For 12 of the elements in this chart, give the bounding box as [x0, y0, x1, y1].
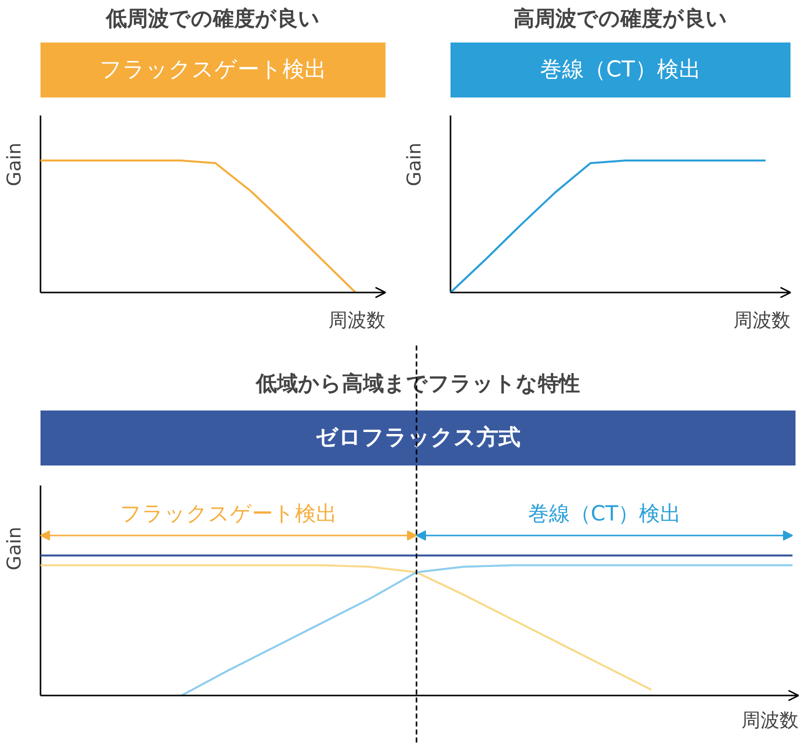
chart-subtitle: 巻線（CT）検出: [540, 58, 701, 82]
x-axis-title: 周波数: [734, 310, 790, 332]
y-axis-title: Gain: [4, 142, 26, 186]
chart-subtitle: フラックスゲート検出: [100, 58, 326, 82]
y-axis-title: Gain: [404, 142, 426, 186]
chart-title: 低周波での確度が良い: [105, 6, 320, 30]
text: フラックスゲート検出: [120, 502, 337, 526]
x-axis-title: 周波数: [328, 310, 386, 332]
chart-title: 高周波での確度が良い: [514, 6, 728, 30]
x-axis-title: 周波数: [742, 710, 798, 732]
y-axis-title: Gain: [4, 526, 26, 570]
text: 巻線（CT）検出: [528, 502, 682, 526]
